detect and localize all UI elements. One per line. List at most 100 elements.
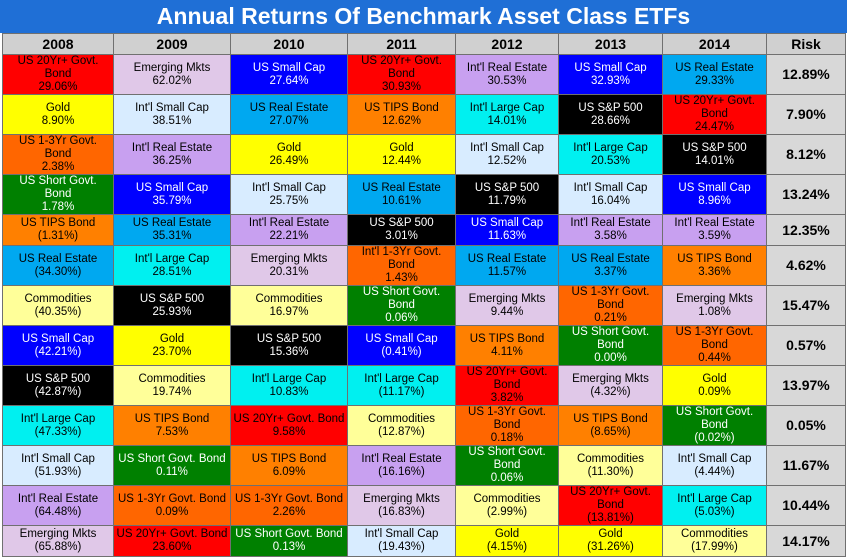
- header-2013: 2013: [558, 33, 663, 55]
- return-value: 12.44%: [381, 154, 421, 167]
- asset-name: US Short Govt. Bond: [19, 175, 97, 201]
- asset-name: Int'l Real Estate: [361, 452, 442, 465]
- table-row: US 1-3Yr Govt. Bond 2.38% Int'l Real Estat…: [2, 134, 846, 175]
- return-cell: US Short Govt. Bond 0.06%: [455, 445, 559, 486]
- return-cell: Int'l Real Estate 3.59%: [662, 214, 767, 246]
- return-value: 24.47%: [694, 121, 734, 133]
- table-row: US Short Govt. Bond 1.78% US Small Cap 35.7…: [2, 174, 846, 215]
- return-cell: US S&P 500 25.93%: [113, 285, 231, 326]
- asset-name: Int'l Real Estate: [248, 217, 330, 229]
- return-value: 29.06%: [38, 81, 78, 93]
- asset-name: Emerging Mkts: [572, 372, 649, 385]
- asset-name: Int'l Large Cap: [20, 412, 96, 425]
- asset-name: US 1-3Yr Govt. Bond: [234, 492, 344, 505]
- asset-name: Emerging Mkts: [468, 292, 546, 305]
- asset-name: US 20Yr+ Govt. Bond: [570, 486, 651, 512]
- return-cell: US 1-3Yr Govt. Bond 0.44%: [662, 325, 767, 366]
- return-value: (11.17%): [378, 385, 425, 398]
- return-value: (0.02%): [694, 432, 735, 444]
- return-cell: Emerging Mkts 9.44%: [455, 285, 559, 326]
- return-value: (12.87%): [378, 425, 425, 438]
- return-value: (4.44%): [694, 465, 735, 478]
- asset-name: US Short Govt. Bond: [362, 286, 441, 312]
- return-value: (17.99%): [691, 541, 738, 553]
- return-cell: US Short Govt. Bond 0.00%: [558, 325, 663, 366]
- return-cell: Gold 8.90%: [2, 94, 114, 135]
- return-value: 11.57%: [487, 265, 527, 278]
- asset-name: US Real Estate: [362, 181, 441, 194]
- return-cell: US 20Yr+ Govt. Bond 3.82%: [455, 365, 559, 406]
- asset-name: Commodities: [367, 412, 436, 425]
- return-value: 11.79%: [487, 194, 527, 207]
- return-cell: Emerging Mkts 62.02%: [113, 54, 231, 95]
- asset-name: US S&P 500: [256, 332, 322, 345]
- asset-name: Int'l Real Estate: [17, 492, 99, 505]
- return-value: 8.96%: [698, 194, 731, 207]
- header-2008: 2008: [2, 33, 114, 55]
- asset-name: US Short Govt. Bond: [235, 528, 343, 540]
- return-cell: US 20Yr+ Govt. Bond 29.06%: [2, 54, 114, 95]
- return-cell: Int'l Large Cap 14.01%: [455, 94, 559, 135]
- return-value: (2.99%): [486, 505, 528, 518]
- risk-value: 0.05%: [766, 405, 846, 446]
- asset-name: US Small Cap: [365, 332, 438, 345]
- asset-name: US S&P 500: [682, 141, 747, 154]
- asset-name: US Small Cap: [574, 61, 647, 74]
- return-value: 27.07%: [269, 114, 309, 127]
- return-value: (19.43%): [378, 541, 425, 553]
- asset-name: Gold: [598, 528, 623, 540]
- table-row: Int'l Small Cap (51.93%) US Short Govt. Bo…: [2, 445, 846, 486]
- asset-name: US S&P 500: [139, 292, 205, 305]
- return-value: (42.21%): [34, 345, 82, 358]
- asset-name: US Short Govt. Bond: [675, 406, 754, 432]
- asset-name: Emerging Mkts: [676, 292, 753, 305]
- return-value: 2.26%: [272, 505, 306, 518]
- asset-name: US TIPS Bond: [677, 252, 752, 265]
- return-cell: Int'l Small Cap (4.44%): [662, 445, 767, 486]
- risk-value: 7.90%: [766, 94, 846, 135]
- return-value: 25.75%: [269, 194, 309, 207]
- return-cell: US Small Cap 32.93%: [558, 54, 663, 95]
- return-value: (16.83%): [378, 505, 425, 518]
- asset-name: US 20Yr+ Govt. Bond: [17, 55, 99, 81]
- return-value: 4.11%: [491, 345, 523, 358]
- return-cell: US Small Cap 27.64%: [230, 54, 348, 95]
- asset-name: Int'l Real Estate: [466, 61, 548, 74]
- return-value: (16.16%): [378, 465, 425, 478]
- return-value: (42.87%): [34, 385, 82, 398]
- return-cell: Int'l Large Cap 28.51%: [113, 245, 231, 286]
- return-cell: US 20Yr+ Govt. Bond 24.47%: [662, 94, 767, 135]
- return-value: 35.79%: [152, 194, 192, 207]
- risk-value: 0.57%: [766, 325, 846, 366]
- return-value: 9.58%: [272, 425, 306, 438]
- asset-name: US 1-3Yr Govt. Bond: [468, 406, 546, 432]
- asset-name: US TIPS Bond: [20, 217, 96, 229]
- return-value: (4.15%): [486, 541, 528, 553]
- table-row: Commodities (40.35%) US S&P 500 25.93% Commo…: [2, 285, 846, 326]
- risk-value: 13.24%: [766, 174, 846, 215]
- asset-name: Int'l Small Cap: [135, 101, 209, 114]
- return-value: 0.18%: [490, 432, 524, 444]
- return-cell: Int'l Real Estate 36.25%: [113, 134, 231, 175]
- asset-name: Int'l Real Estate: [570, 217, 651, 229]
- asset-name: US Small Cap: [21, 332, 95, 345]
- risk-value: 13.97%: [766, 365, 846, 406]
- return-value: (64.48%): [34, 505, 82, 518]
- asset-name: US Real Estate: [467, 252, 547, 265]
- return-cell: Commodities (40.35%): [2, 285, 114, 326]
- return-cell: US 1-3Yr Govt. Bond 0.21%: [558, 285, 663, 326]
- return-value: 14.01%: [487, 114, 527, 127]
- return-cell: Int'l Small Cap (51.93%): [2, 445, 114, 486]
- return-value: (8.65%): [590, 425, 631, 438]
- risk-value: 4.62%: [766, 245, 846, 286]
- return-cell: US Real Estate (34.30%): [2, 245, 114, 286]
- return-cell: US 1-3Yr Govt. Bond 2.26%: [230, 485, 348, 526]
- asset-name: Int'l Small Cap: [573, 181, 648, 194]
- return-value: 3.36%: [698, 265, 731, 278]
- return-cell: US 20Yr+ Govt. Bond 23.60%: [113, 525, 231, 557]
- return-cell: Int'l Small Cap 16.04%: [558, 174, 663, 215]
- return-value: 3.58%: [594, 230, 627, 242]
- return-cell: Int'l Large Cap 20.53%: [558, 134, 663, 175]
- return-value: 0.06%: [385, 312, 418, 324]
